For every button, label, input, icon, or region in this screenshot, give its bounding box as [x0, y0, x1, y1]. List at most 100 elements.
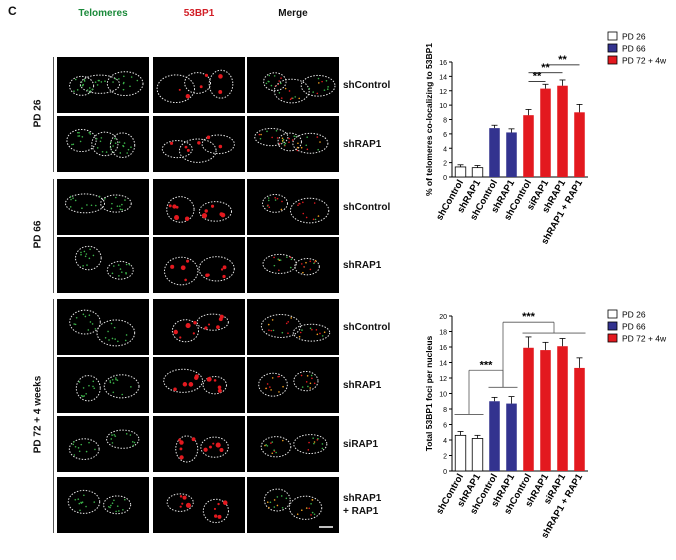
- focus-dot: [173, 329, 178, 335]
- bar: [471, 438, 484, 472]
- group-label: PD 26: [32, 99, 44, 127]
- focus-dot: [289, 266, 292, 269]
- focus-dot: [76, 89, 79, 91]
- focus-dot: [178, 88, 181, 91]
- focus-dot: [217, 385, 222, 390]
- focus-dot: [85, 450, 88, 453]
- focus-dot: [277, 258, 280, 261]
- focus-dot: [300, 374, 303, 377]
- focus-dot: [111, 434, 113, 436]
- focus-dot: [88, 87, 91, 89]
- focus-dot: [78, 450, 81, 453]
- focus-dot: [309, 327, 312, 330]
- column-header-1: 53BP1: [183, 8, 215, 19]
- focus-dot: [82, 387, 85, 389]
- focus-dot: [191, 437, 196, 442]
- focus-dot: [310, 502, 312, 505]
- focus-dot: [109, 380, 111, 382]
- row-label: shRAP1 + RAP1: [343, 493, 382, 517]
- focus-dot: [79, 509, 81, 512]
- focus-dot: [107, 505, 110, 508]
- nucleus-outline: [68, 438, 100, 460]
- focus-dot: [312, 91, 314, 93]
- focus-dot: [179, 440, 184, 445]
- nucleus-outline: [75, 375, 101, 402]
- focus-dot: [72, 197, 74, 199]
- focus-dot: [70, 198, 72, 201]
- focus-dot: [300, 146, 303, 149]
- focus-dot: [298, 335, 301, 338]
- significance-label: ***: [480, 359, 494, 371]
- focus-dot: [288, 141, 290, 143]
- focus-dot: [266, 383, 269, 385]
- micrograph-cell: [153, 357, 245, 413]
- focus-dot: [267, 199, 270, 202]
- focus-dot: [309, 382, 312, 385]
- focus-dot: [204, 73, 209, 77]
- focus-dot: [212, 442, 215, 445]
- focus-dot: [86, 204, 88, 206]
- nucleus-outline: [200, 436, 229, 458]
- focus-dot: [80, 501, 82, 504]
- nucleus-outline: [175, 435, 199, 463]
- focus-dot: [126, 152, 128, 154]
- y-tick-label: 4: [443, 438, 447, 445]
- focus-dot: [113, 433, 116, 436]
- nucleus-outline: [106, 71, 144, 97]
- focus-dot: [119, 208, 122, 211]
- focus-dot: [294, 96, 297, 98]
- focus-dot: [172, 204, 177, 209]
- focus-dot: [91, 88, 94, 91]
- focus-dot: [118, 141, 121, 143]
- focus-dot: [309, 268, 312, 271]
- legend-label: PD 66: [622, 322, 646, 332]
- focus-dot: [116, 205, 119, 207]
- focus-dot: [74, 323, 77, 326]
- focus-dot: [95, 137, 98, 140]
- focus-dot: [90, 204, 93, 207]
- significance-label: ***: [522, 311, 536, 323]
- focus-dot: [271, 319, 274, 321]
- focus-dot: [118, 78, 120, 80]
- focus-dot: [286, 256, 288, 258]
- focus-dot: [321, 443, 324, 445]
- nucleus-outline: [288, 495, 323, 520]
- legend-label: PD 26: [622, 32, 646, 42]
- legend-swatch: [607, 321, 618, 331]
- focus-dot: [194, 375, 199, 380]
- focus-dot: [318, 82, 320, 84]
- focus-dot: [208, 323, 211, 326]
- focus-dot: [110, 207, 113, 210]
- y-tick-label: 16: [439, 345, 447, 352]
- focus-dot: [284, 87, 287, 90]
- focus-dot: [288, 90, 291, 92]
- focus-dot: [112, 391, 115, 394]
- group-bracket: [53, 299, 54, 533]
- focus-dot: [321, 335, 324, 337]
- focus-dot: [267, 80, 270, 83]
- focus-dot: [311, 377, 313, 380]
- focus-dot: [259, 137, 262, 140]
- focus-dot: [115, 510, 117, 513]
- focus-dot: [258, 133, 261, 136]
- focus-dot: [85, 253, 88, 255]
- focus-dot: [81, 84, 84, 87]
- focus-dot: [179, 455, 184, 460]
- focus-dot: [271, 441, 274, 443]
- focus-dot: [313, 262, 315, 265]
- panel-label: C: [8, 4, 17, 18]
- focus-dot: [323, 331, 326, 334]
- focus-dot: [319, 332, 321, 335]
- focus-dot: [85, 393, 87, 395]
- group-label: PD 72 + 4 weeks: [32, 375, 44, 454]
- focus-dot: [305, 381, 308, 383]
- nucleus-outline: [292, 323, 331, 342]
- focus-dot: [311, 499, 314, 501]
- focus-dot: [109, 141, 112, 144]
- focus-dot: [80, 251, 82, 254]
- focus-dot: [130, 76, 133, 78]
- focus-dot: [84, 315, 87, 318]
- focus-dot: [104, 80, 106, 83]
- micrograph-cell: [153, 179, 245, 235]
- bar: [540, 88, 551, 177]
